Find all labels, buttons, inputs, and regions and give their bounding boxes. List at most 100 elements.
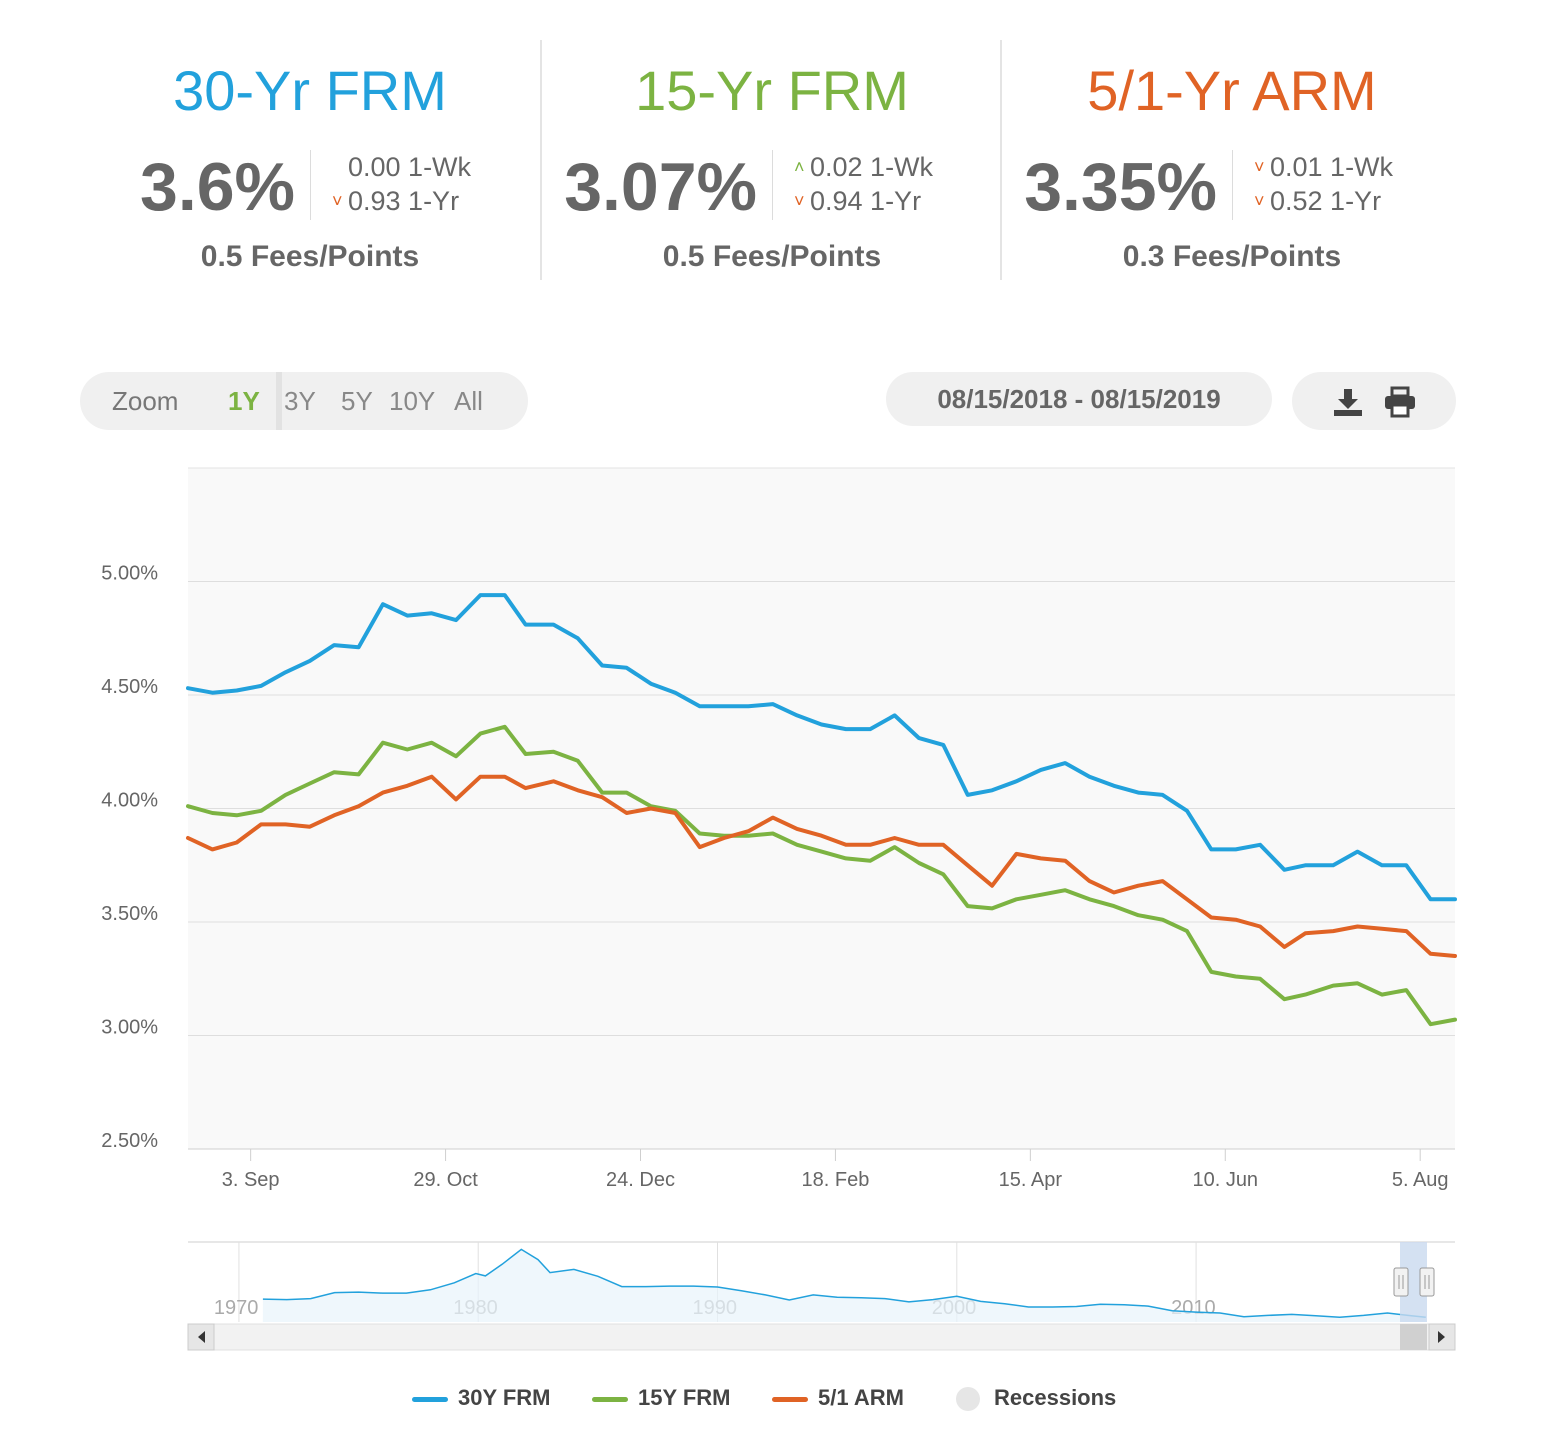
data-point — [1014, 852, 1018, 856]
data-point — [405, 784, 409, 788]
data-point — [1429, 897, 1433, 901]
data-point — [283, 822, 287, 826]
data-point — [1380, 927, 1384, 931]
data-point — [430, 741, 434, 745]
data-point — [893, 836, 897, 840]
legend-swatch — [592, 1396, 628, 1402]
download-icon[interactable] — [1330, 384, 1366, 420]
rate-value: 3.6% — [140, 149, 295, 225]
change-arrow-icon: ˄ — [794, 157, 805, 177]
divider — [310, 150, 311, 220]
data-point — [308, 659, 312, 663]
data-point — [283, 793, 287, 797]
zoom-10y-button[interactable]: 10Y — [389, 386, 436, 416]
data-point — [1185, 929, 1189, 933]
scrollbar-right-button[interactable] — [1428, 1323, 1456, 1351]
data-point — [235, 813, 239, 817]
legend-label: 15Y FRM — [638, 1385, 731, 1410]
data-point — [1429, 1022, 1433, 1026]
navigator-line — [262, 1248, 1426, 1318]
zoom-divider — [276, 372, 282, 430]
data-point — [746, 834, 750, 838]
rate-value: 3.35% — [1024, 149, 1217, 225]
data-point — [1331, 984, 1335, 988]
data-point — [1429, 952, 1433, 956]
navigator-year-label: 1970 — [214, 1297, 259, 1319]
legend: 30Y FRM 15Y FRM 5/1 ARM Recessions — [0, 1378, 1552, 1418]
chart-tools — [1292, 372, 1456, 430]
data-point — [1453, 954, 1457, 958]
print-icon[interactable] — [1382, 384, 1418, 420]
data-point — [1014, 897, 1018, 901]
data-point — [1453, 897, 1457, 901]
data-point — [673, 811, 677, 815]
legend-item-recessions[interactable]: Recessions — [956, 1378, 1116, 1418]
rate-chart: 2.50% 3.00% 3.50% 4.00% 4.50% 5.00% 3. Sep 29. … — [101, 467, 1457, 1351]
change-arrow-icon: ˅ — [1254, 191, 1265, 211]
data-point — [1209, 915, 1213, 919]
data-point — [844, 856, 848, 860]
data-point — [576, 759, 580, 763]
weekly-change-text: 0.02 1-Wk — [810, 152, 934, 182]
scrollbar-thumb[interactable] — [1400, 1324, 1427, 1350]
data-point — [771, 816, 775, 820]
data-point — [210, 847, 214, 851]
data-point — [1063, 761, 1067, 765]
data-point — [357, 772, 361, 776]
zoom-5y-button[interactable]: 5Y — [341, 386, 373, 416]
data-point — [454, 797, 458, 801]
zoom-1y-button[interactable]: 1Y — [228, 386, 260, 416]
data-point — [503, 775, 507, 779]
data-point — [332, 643, 336, 647]
x-tick-label: 5. Aug — [1392, 1169, 1449, 1191]
data-point — [1088, 775, 1092, 779]
y-tick-label: 5.00% — [101, 563, 158, 585]
data-point — [795, 843, 799, 847]
data-point — [917, 861, 921, 865]
data-point — [478, 775, 482, 779]
data-point — [844, 727, 848, 731]
data-point — [1356, 981, 1360, 985]
data-point — [1356, 925, 1360, 929]
fees-points: 0.5 Fees/Points — [200, 240, 420, 273]
data-point — [357, 645, 361, 649]
legend-label: 5/1 ARM — [818, 1385, 904, 1410]
x-tick-label: 18. Feb — [802, 1169, 870, 1191]
legend-swatch — [412, 1396, 448, 1402]
navigator-handle[interactable] — [1393, 1267, 1409, 1297]
divider — [1232, 150, 1233, 220]
data-point — [524, 786, 528, 790]
weekly-change: ˅0.00 1-Wk — [332, 152, 471, 183]
data-point — [746, 704, 750, 708]
y-tick-label: 4.00% — [101, 790, 158, 812]
zoom-3y-button[interactable]: 3Y — [284, 386, 316, 416]
data-point — [1303, 931, 1307, 935]
date-range-input[interactable]: 08/15/2018 - 08/15/2019 — [886, 372, 1272, 426]
data-point — [524, 752, 528, 756]
data-point — [1234, 918, 1238, 922]
data-point — [1185, 897, 1189, 901]
data-point — [478, 593, 482, 597]
data-point — [1331, 863, 1335, 867]
data-point — [1356, 850, 1360, 854]
data-point — [283, 670, 287, 674]
data-point — [990, 788, 994, 792]
zoom-label: Zoom — [112, 386, 179, 416]
y-tick-label: 2.50% — [101, 1130, 158, 1152]
navigator-handle[interactable] — [1419, 1267, 1435, 1297]
data-point — [1136, 791, 1140, 795]
rate-title: 30-Yr FRM — [173, 59, 447, 122]
change-arrow-icon: ˅ — [332, 191, 343, 211]
yearly-change: ˅ 0.93 1-Yr — [332, 186, 459, 217]
legend-item-30y-frm[interactable]: 30Y FRM — [412, 1378, 551, 1418]
data-point — [1209, 970, 1213, 974]
data-point — [524, 623, 528, 627]
series-line-5-1-arm — [186, 774, 1457, 958]
data-point — [1282, 868, 1286, 872]
data-point — [698, 831, 702, 835]
data-point — [210, 691, 214, 695]
legend-item-arm[interactable]: 5/1 ARM — [772, 1378, 904, 1418]
data-point — [722, 836, 726, 840]
legend-item-15y-frm[interactable]: 15Y FRM — [592, 1378, 731, 1418]
zoom-all-button[interactable]: All — [454, 386, 483, 416]
